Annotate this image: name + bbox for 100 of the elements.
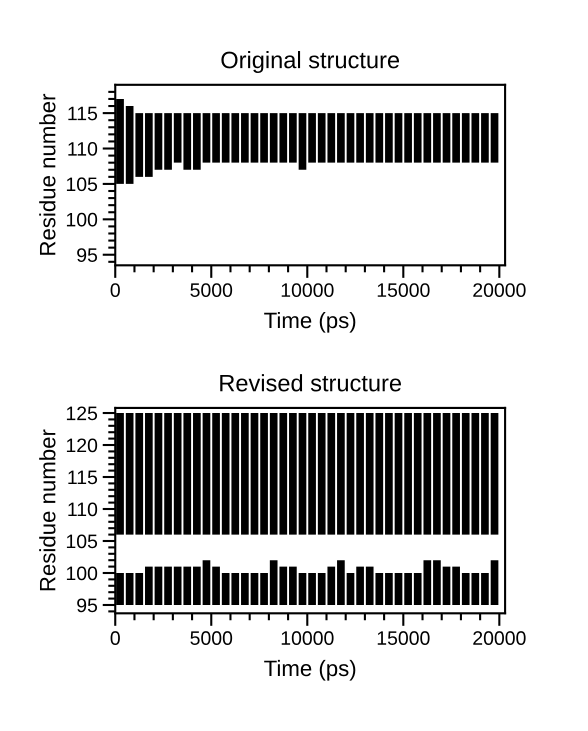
x-tick-label: 20000 [473,631,526,645]
bar [471,413,480,535]
bar [174,566,182,605]
y-tick-label: 100 [66,566,98,580]
bar [452,113,460,163]
bar [375,113,384,163]
bar [462,413,470,535]
bar [385,113,393,163]
x-tick-label: 15000 [378,631,430,645]
x-axis-title: Time (ps) [264,312,356,333]
bar [222,572,230,605]
x-tick-label: 0 [110,631,120,645]
bar [327,566,336,605]
bar [337,113,345,163]
y-tick-label: 115 [68,470,98,484]
y-tick-label: 110 [68,502,98,516]
bar [414,572,422,605]
x-tick-label: 0 [110,283,120,297]
bar [337,560,345,605]
bar [404,413,412,535]
bar [279,413,288,535]
bar [289,113,297,163]
y-tick-label: 120 [66,438,98,452]
bar [241,572,249,605]
bar [289,566,297,605]
y-tick-label: 125 [66,406,98,420]
y-tick-label: 95 [77,598,98,612]
bar [222,113,230,163]
bar [126,572,134,605]
y-tick-label: 105 [66,177,98,192]
bar [327,113,336,163]
bar [356,113,364,163]
bar [462,572,470,605]
bar [222,413,230,535]
bar [327,413,336,535]
bar [356,413,364,535]
bar [183,413,192,535]
bar [126,106,134,184]
bar [270,413,278,535]
bar [145,113,153,177]
bar [174,413,182,535]
bar [241,113,249,163]
y-tick-label: 115 [68,106,98,120]
bar [346,572,354,605]
bar [231,413,240,535]
bar [270,113,278,163]
chart-title: Original structure [221,51,400,74]
bar [394,572,402,605]
bar [126,413,134,535]
x-tick-label: 20000 [473,283,526,297]
bar [270,560,278,605]
bar [279,566,288,605]
bar [414,113,422,163]
bar [135,572,144,605]
bar [394,413,402,535]
bar [471,572,480,605]
bar [346,113,354,163]
bar [231,572,240,605]
y-axis-title: Residue number [39,94,56,255]
bar [356,566,364,605]
bar [289,413,297,535]
bar [346,413,354,535]
bar [183,113,192,170]
y-tick-label: 95 [77,248,98,262]
bar [394,113,402,163]
bar [145,566,153,605]
bar [318,113,326,163]
x-axis-title: Time (ps) [264,660,356,681]
bar [135,113,144,177]
bar [279,113,288,163]
bar [366,566,374,605]
y-axis-title: Residue number [39,429,56,590]
bar [404,572,412,605]
bar [423,560,432,605]
bar [318,413,326,535]
bar [462,113,470,163]
x-tick-label: 15000 [378,283,430,297]
x-tick-label: 5000 [190,631,232,645]
bar [452,566,460,605]
y-tick-label: 100 [66,212,98,227]
y-tick-label: 110 [68,142,98,156]
y-tick-label: 105 [66,534,98,548]
bar [183,566,192,605]
bar [193,113,201,170]
bar [337,413,345,535]
bar [385,572,393,605]
bar [145,413,153,535]
bar [366,413,374,535]
bar [452,413,460,535]
bar [174,113,182,163]
chart-title: Revised structure [220,374,401,392]
bar [193,566,201,605]
bar [414,413,422,535]
x-tick-label: 10000 [282,631,334,645]
bar [423,113,432,163]
bar [231,113,240,163]
bar [366,113,374,163]
bar [385,413,393,535]
bar [471,113,480,163]
bar [193,413,201,535]
